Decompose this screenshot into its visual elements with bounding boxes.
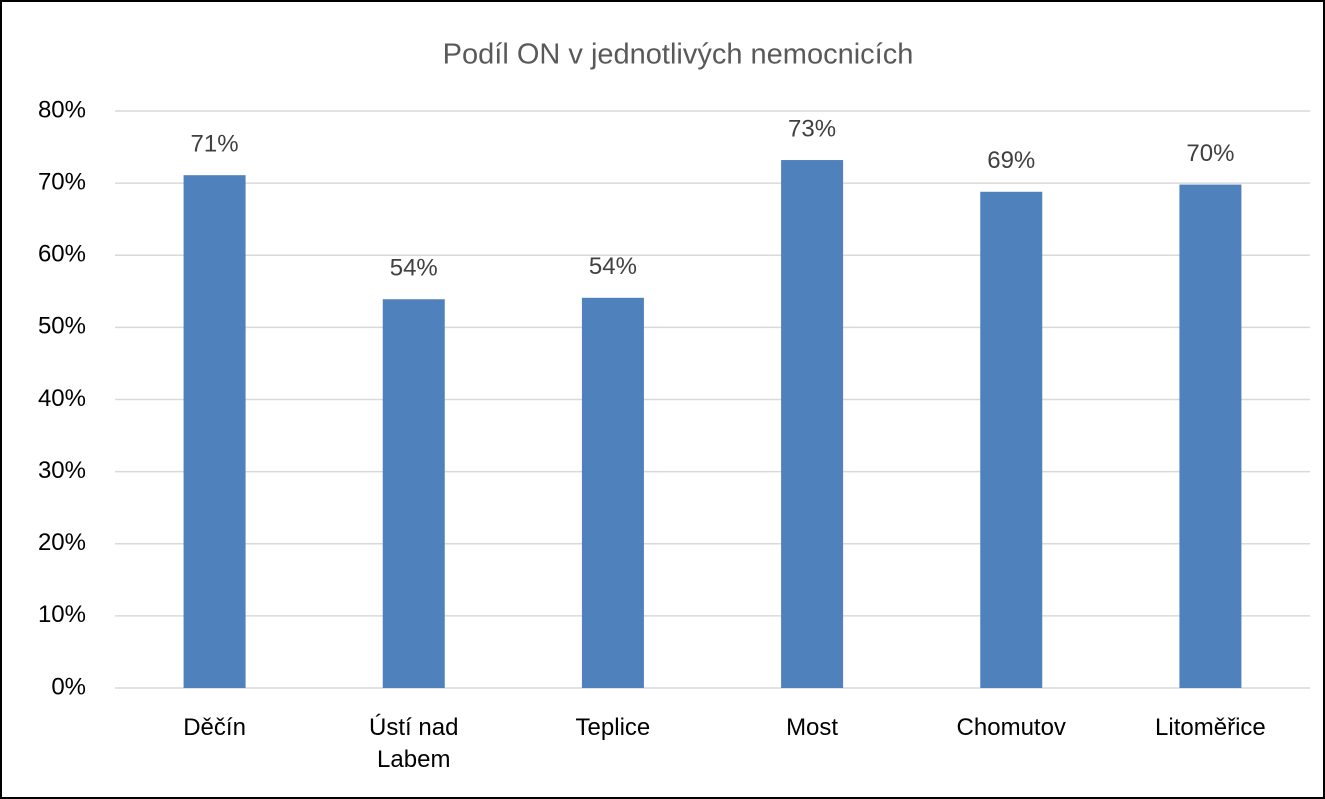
- x-tick-label: Litoměřice: [1155, 714, 1266, 741]
- y-tick-label: 30%: [38, 457, 86, 484]
- x-tick-label: Děčín: [183, 714, 246, 741]
- x-tick-label: Chomutov: [956, 714, 1066, 741]
- y-tick-label: 10%: [38, 601, 86, 628]
- bar: [382, 299, 445, 688]
- y-tick-label: 0%: [51, 673, 86, 700]
- data-label: 54%: [589, 253, 637, 280]
- y-tick-label: 20%: [38, 529, 86, 556]
- data-label: 73%: [788, 115, 836, 142]
- bar: [980, 191, 1043, 688]
- x-tick-label: Most: [786, 714, 839, 741]
- bar: [581, 297, 644, 688]
- chart-title: Podíl ON v jednotlivých nemocnicích: [443, 39, 914, 71]
- data-label: 69%: [987, 147, 1035, 174]
- data-label: 54%: [390, 255, 438, 282]
- data-label: 71%: [191, 131, 239, 158]
- y-tick-label: 40%: [38, 385, 86, 412]
- y-tick-label: 50%: [38, 313, 86, 340]
- bar: [781, 160, 844, 689]
- x-tick-label: Teplice: [575, 714, 651, 741]
- bar: [183, 175, 246, 688]
- x-tick-label: Ústí nad Labem: [369, 714, 459, 773]
- bar: [1179, 184, 1242, 688]
- y-tick-label: 60%: [38, 241, 86, 268]
- y-tick-label: 80%: [38, 96, 86, 123]
- data-label: 70%: [1186, 140, 1234, 167]
- y-tick-label: 70%: [38, 168, 86, 195]
